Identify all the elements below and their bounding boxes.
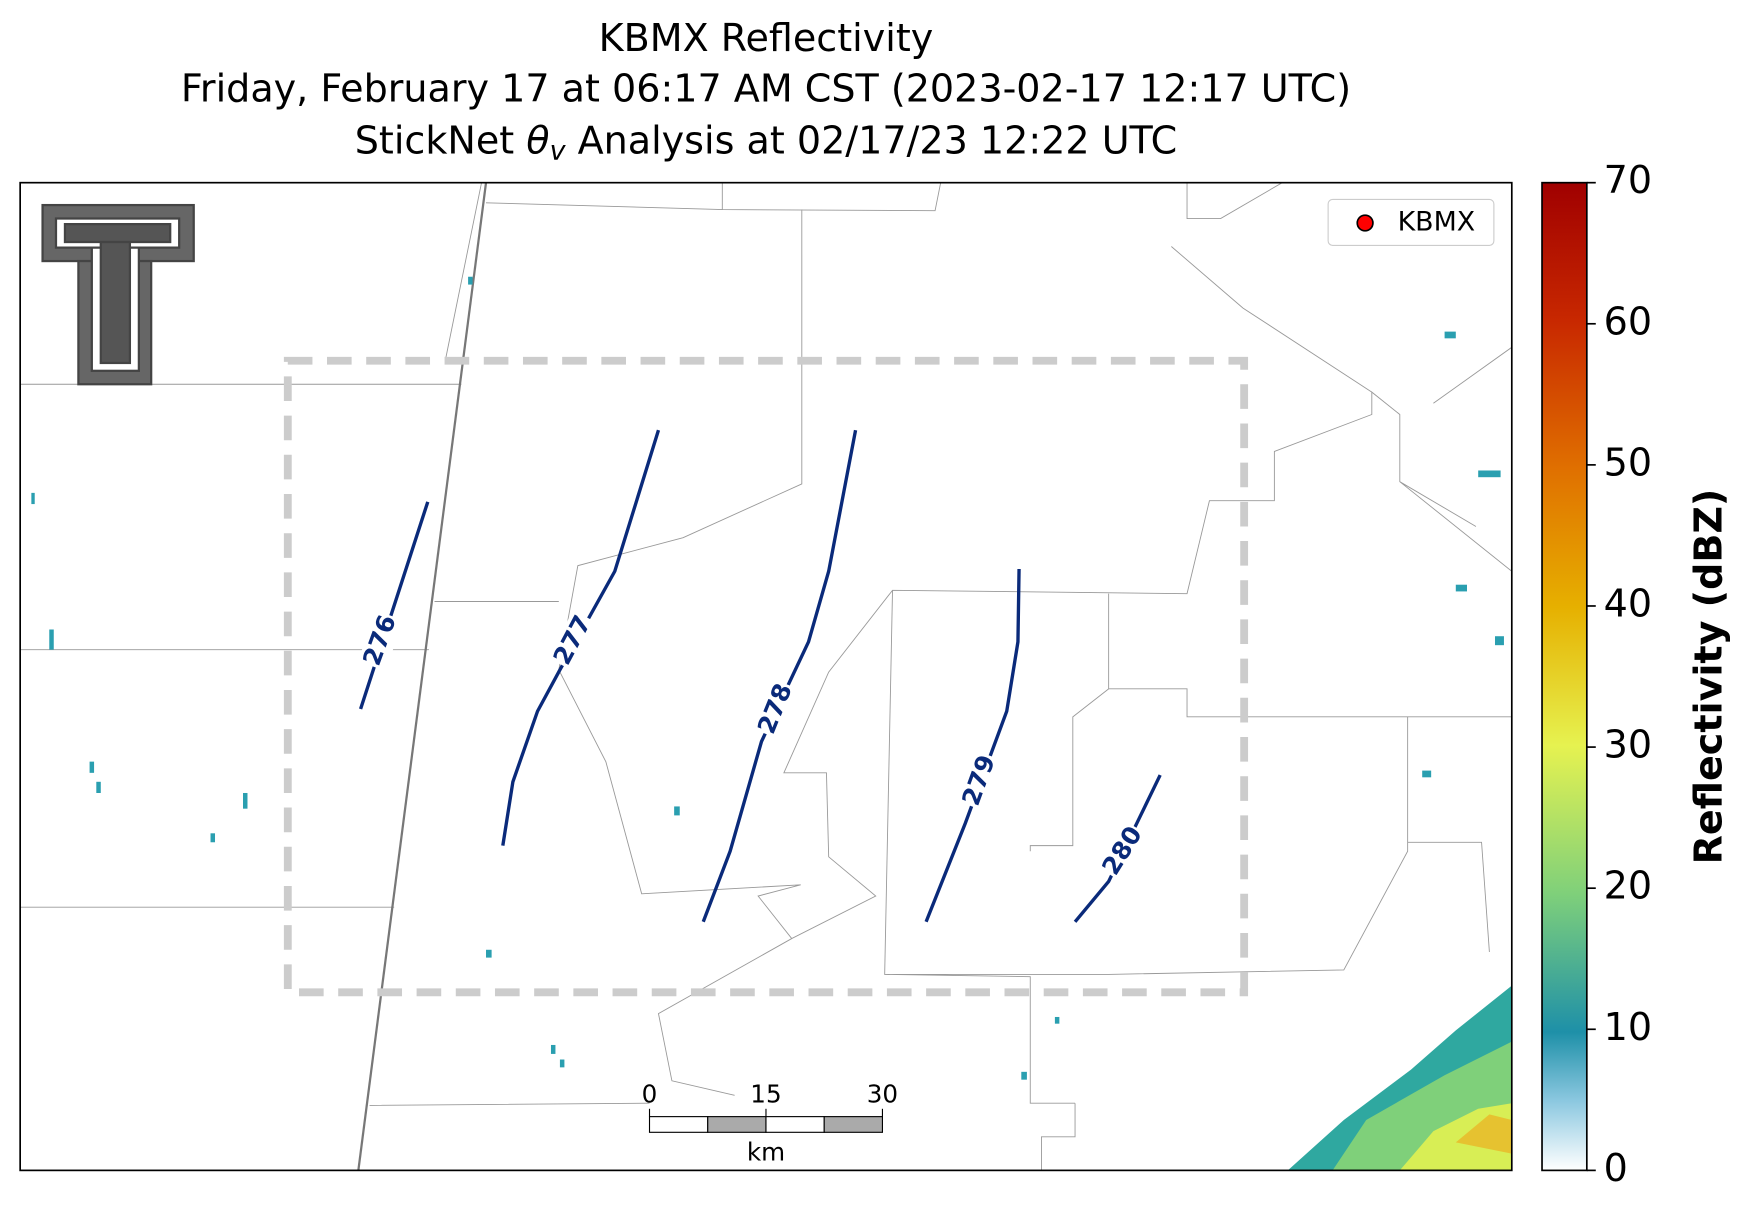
title-part: StickNet — [355, 118, 527, 162]
colorbar-tick-label: 30 — [1604, 723, 1652, 767]
colorbar-tick-label: 60 — [1604, 299, 1652, 343]
colorbar-tick-label: 40 — [1604, 581, 1652, 625]
title-subscript: v — [550, 135, 567, 166]
title-symbol: θ — [526, 118, 549, 162]
contour-line — [701, 429, 858, 923]
contour-line — [1073, 774, 1162, 923]
colorbar-tick-label: 50 — [1604, 440, 1652, 484]
scale-tick-label: 30 — [867, 1079, 898, 1108]
title-part: Analysis at 02/17/23 12:22 UTC — [566, 118, 1178, 162]
colorbar-gradient — [1541, 181, 1588, 1172]
map-area — [20, 182, 1512, 1171]
legend-label: KBMX — [1398, 206, 1476, 237]
contour-label-bg — [752, 678, 800, 740]
contour-label-bg — [547, 610, 599, 672]
scale-unit: km — [747, 1138, 785, 1167]
colorbar-tick-label: 0 — [1604, 1146, 1628, 1190]
scale-tick-label: 15 — [750, 1079, 781, 1108]
colorbar-label: Reflectivity (dBZ) — [1687, 489, 1731, 865]
legend: KBMX — [1327, 198, 1495, 246]
scale-segment — [765, 1116, 825, 1133]
ttu-logo — [41, 203, 195, 386]
contour-label-bg — [1096, 820, 1150, 882]
map-frame — [19, 181, 1513, 1172]
scale-tick-label: 0 — [642, 1079, 658, 1108]
colorbar: Reflectivity (dBZ) 0 10 20 30 40 50 60 70 — [1541, 158, 1731, 1190]
title-line-2: Friday, February 17 at 06:17 AM CST (202… — [181, 66, 1351, 110]
legend-box — [1327, 198, 1495, 246]
colorbar-tick-label: 10 — [1604, 1005, 1652, 1049]
legend-marker — [1356, 214, 1374, 232]
contour-line — [924, 568, 1021, 923]
colorbar-tick-label: 70 — [1604, 158, 1652, 202]
scale-segment — [823, 1116, 883, 1133]
contour-label-bg — [956, 750, 1003, 811]
scale-bar: 0 15 30 km — [642, 1079, 898, 1166]
scale-segment — [707, 1116, 767, 1133]
title-line-1: KBMX Reflectivity — [599, 16, 934, 60]
contour-line — [501, 429, 661, 846]
contour-label-bg — [357, 610, 404, 671]
scale-segment — [648, 1116, 709, 1133]
contour-line — [358, 501, 430, 710]
title-line-3: StickNet θv Analysis at 02/17/23 12:22 U… — [355, 118, 1177, 166]
colorbar-tick-label: 20 — [1604, 864, 1652, 908]
